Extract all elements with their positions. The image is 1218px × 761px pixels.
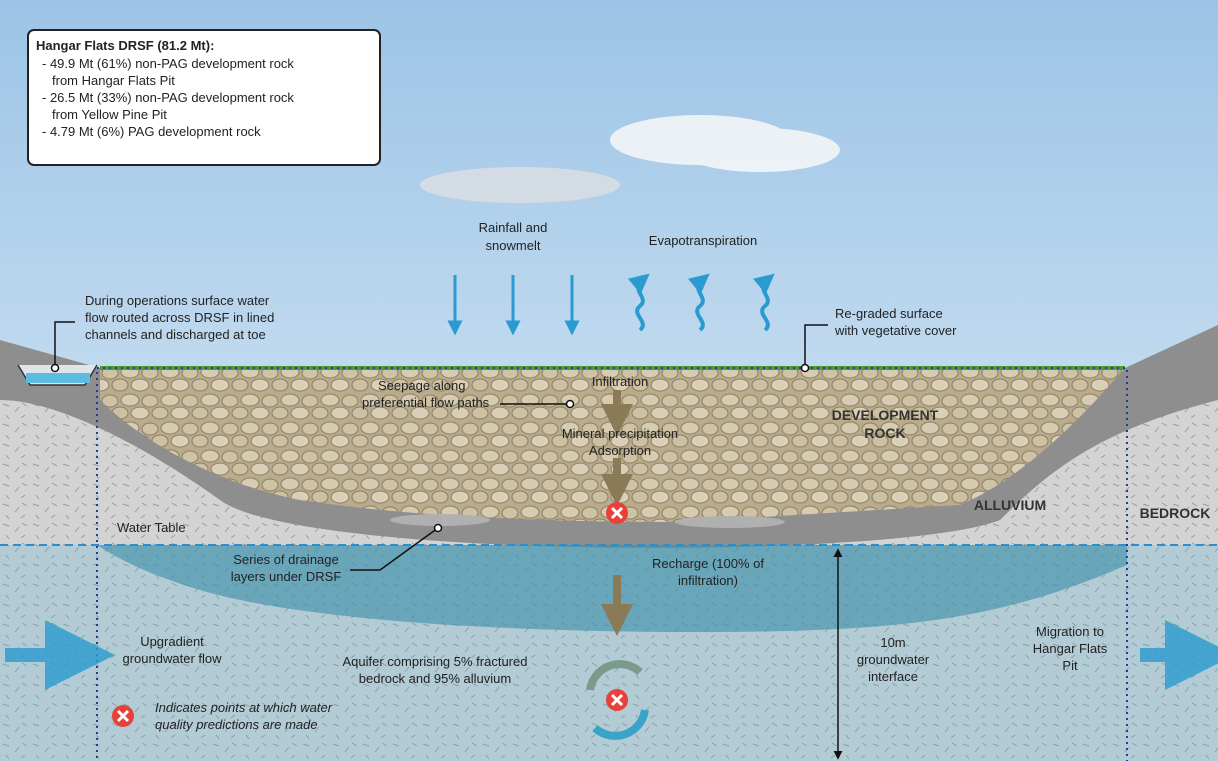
label: Recharge (100% of <box>652 556 764 571</box>
info-box <box>27 29 381 166</box>
label: Re-graded surface <box>835 306 943 321</box>
development-rock <box>100 368 1125 522</box>
label: Water Table <box>117 520 186 535</box>
label: flow routed across DRSF in lined <box>85 310 274 325</box>
label: Indicates points at which water <box>155 700 333 715</box>
label: Series of drainage <box>233 552 339 567</box>
label: channels and discharged at toe <box>85 327 266 342</box>
clouds <box>420 115 840 203</box>
label: Mineral precipitation <box>562 426 678 441</box>
label: groundwater flow <box>123 651 223 666</box>
info-line: from Yellow Pine Pit <box>52 107 167 122</box>
cycle-arrows <box>586 660 649 740</box>
label: quality predictions are made <box>155 717 318 732</box>
label: Infiltration <box>592 374 648 389</box>
label: Seepage along <box>378 378 465 393</box>
label: preferential flow paths <box>362 395 490 410</box>
label: snowmelt <box>486 238 541 253</box>
label: Hangar Flats <box>1033 641 1108 656</box>
rain-arrows <box>447 275 580 336</box>
drainage-layer <box>675 516 785 528</box>
label: DEVELOPMENT <box>832 407 939 423</box>
label: Migration to <box>1036 624 1104 639</box>
info-line: from Hangar Flats Pit <box>52 73 175 88</box>
prediction-markers <box>112 502 628 727</box>
label: Aquifer comprising 5% fractured <box>343 654 528 669</box>
leaders <box>50 321 828 571</box>
label: groundwater <box>857 652 930 667</box>
channel-water <box>26 373 90 383</box>
saturated-lens <box>97 545 1127 632</box>
label: layers under DRSF <box>231 569 342 584</box>
label: infiltration) <box>678 573 738 588</box>
info-title: Hangar Flats DRSF (81.2 Mt): <box>36 38 214 53</box>
label: During operations surface water <box>85 293 270 308</box>
evapo-arrows <box>627 273 775 332</box>
label: Evapotranspiration <box>649 233 757 248</box>
label: ALLUVIUM <box>974 497 1046 513</box>
label: 10m <box>880 635 905 650</box>
label: interface <box>868 669 918 684</box>
label: bedrock and 95% alluvium <box>359 671 511 686</box>
model-boundary <box>96 367 1128 761</box>
label: BEDROCK <box>1140 505 1211 521</box>
label: Rainfall and <box>479 220 548 235</box>
info-line: - 49.9 Mt (61%) non-PAG development rock <box>42 56 294 71</box>
label: Adsorption <box>589 443 651 458</box>
label: Pit <box>1062 658 1078 673</box>
label: Upgradient <box>140 634 204 649</box>
drainage-layer <box>390 514 490 526</box>
info-line: - 4.79 Mt (6%) PAG development rock <box>42 124 261 139</box>
info-line: - 26.5 Mt (33%) non-PAG development rock <box>42 90 294 105</box>
label: ROCK <box>864 425 905 441</box>
label: with vegetative cover <box>834 323 957 338</box>
